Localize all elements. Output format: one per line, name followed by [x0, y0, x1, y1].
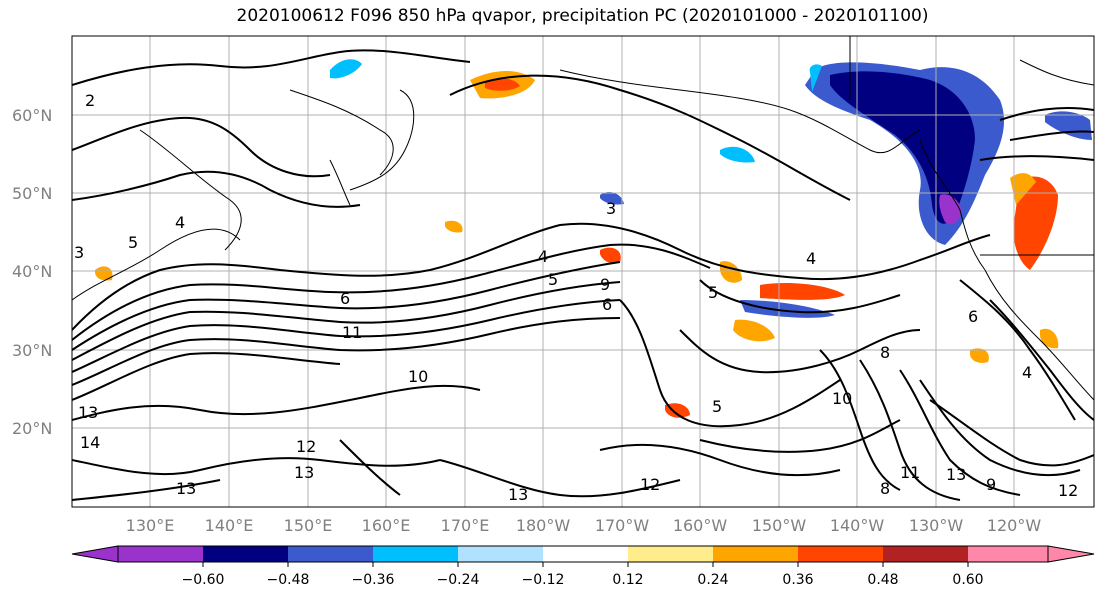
lon-label: 170°E: [441, 516, 490, 535]
colorbar-ticks: [202, 562, 969, 567]
lon-label: 130°W: [909, 516, 964, 535]
lat-label: 30°N: [12, 341, 52, 360]
contour-label: 11: [900, 463, 920, 482]
contour-label: 14: [80, 433, 100, 452]
colorbar-segment: [883, 546, 968, 562]
lat-label: 60°N: [12, 106, 52, 125]
contour-label: 6: [340, 289, 350, 308]
colorbar-low-extension: [71, 545, 119, 563]
colorbar-segment: [798, 546, 883, 562]
colorbar-segment: [968, 546, 1048, 562]
contour-label: 5: [548, 270, 558, 289]
contour-label: 5: [128, 233, 138, 252]
lon-label: 160°E: [362, 516, 411, 535]
contour-label: 13: [508, 485, 528, 504]
colorbar-segment: [118, 546, 203, 562]
lon-label: 150°W: [752, 516, 807, 535]
colorbar-segment: [203, 546, 288, 562]
contour-label: 3: [606, 199, 616, 218]
contour-label: 9: [600, 275, 610, 294]
contour-label: 13: [78, 403, 98, 422]
colorbar-tick-label: 0.24: [697, 572, 728, 588]
colorbar-segment: [713, 546, 798, 562]
contour-label: 12: [640, 475, 660, 494]
contour-label: 12: [1058, 481, 1078, 500]
contour-label: 12: [296, 437, 316, 456]
contour-label: 13: [176, 479, 196, 498]
lat-label: 40°N: [12, 262, 52, 281]
colorbar-tick-label: −0.24: [437, 572, 480, 588]
colorbar-tick-label: −0.60: [182, 572, 225, 588]
colorbar-segment: [373, 546, 458, 562]
colorbar-high-extension: [1047, 545, 1095, 563]
contour-label: 6: [968, 307, 978, 326]
contour-label: 10: [832, 389, 852, 408]
coastlines: [72, 36, 1094, 401]
contour-label: 9: [986, 475, 996, 494]
gridlines: [72, 36, 1094, 507]
colorbar-tick-label: 0.48: [867, 572, 898, 588]
contour-label: 3: [74, 243, 84, 262]
lat-label: 20°N: [12, 419, 52, 438]
colorbar-tick-label: −0.12: [522, 572, 565, 588]
contour-label: 13: [294, 463, 314, 482]
contour-label: 8: [880, 479, 890, 498]
contour-label: 4: [538, 247, 548, 266]
contour-label: 8: [880, 343, 890, 362]
lon-label: 140°E: [205, 516, 254, 535]
lat-label: 50°N: [12, 184, 52, 203]
lon-label: 140°W: [830, 516, 885, 535]
contour-label: 4: [1022, 363, 1032, 382]
lon-label: 150°E: [284, 516, 333, 535]
contour-label: 4: [806, 249, 816, 268]
lon-label: 170°W: [595, 516, 650, 535]
colorbar-segment: [288, 546, 373, 562]
lon-label: 160°W: [673, 516, 728, 535]
contour-label: 2: [85, 91, 95, 110]
contour-labels: 2 3 4 5 6 11 3 4 5 9 6 5 4 6 8 10 13 12 …: [74, 91, 1078, 504]
lon-label: 120°W: [987, 516, 1042, 535]
lon-label: 130°E: [126, 516, 175, 535]
colorbar-segment: [458, 546, 543, 562]
colorbar-tick-label: −0.48: [267, 572, 310, 588]
contour-label: 5: [708, 283, 718, 302]
contour-label: 10: [408, 367, 428, 386]
contour-label: 5: [712, 397, 722, 416]
figure-title: 2020100612 F096 850 hPa qvapor, precipit…: [236, 6, 929, 26]
map-frame: [71, 35, 1095, 508]
contour-label: 11: [342, 323, 362, 342]
qvapor-contours: [72, 49, 1094, 501]
contour-label: 6: [602, 295, 612, 314]
contour-label: 13: [946, 465, 966, 484]
colorbar-tick-label: −0.36: [352, 572, 395, 588]
lon-label: 180°W: [516, 516, 571, 535]
colorbar-tick-label: 0.12: [612, 572, 643, 588]
contour-label: 4: [175, 213, 185, 232]
latitude-labels: 60°N 50°N 40°N 30°N 20°N: [12, 106, 52, 438]
colorbar-segment: [543, 546, 628, 562]
colorbar: −0.60 −0.48 −0.36 −0.24 −0.12 0.12 0.24 …: [71, 545, 1095, 588]
longitude-labels: 130°E 140°E 150°E 160°E 170°E 180°W 170°…: [126, 516, 1042, 535]
colorbar-tick-label: 0.60: [952, 572, 983, 588]
colorbar-segment: [628, 546, 713, 562]
colorbar-tick-label: 0.36: [782, 572, 813, 588]
